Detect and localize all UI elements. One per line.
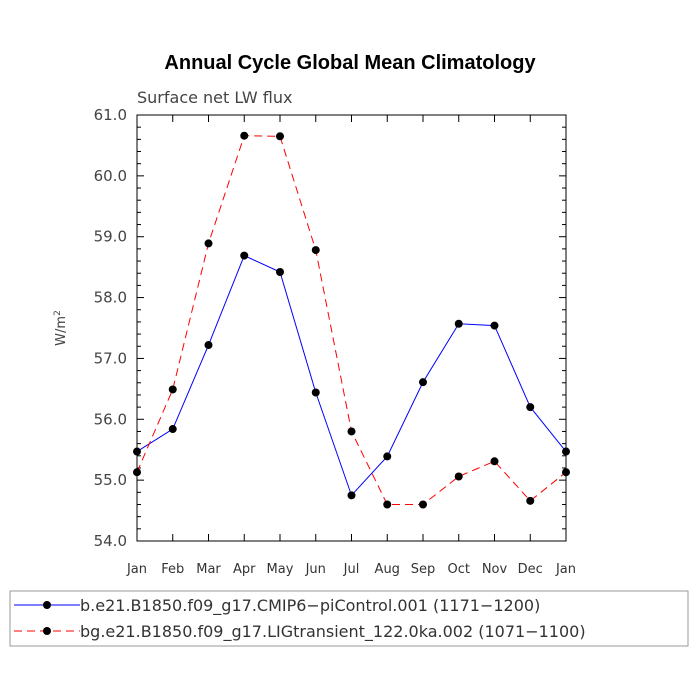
legend-label-1: b.e21.B1850.f09_g17.CMIP6−piControl.001 … [80, 596, 540, 616]
x-tick-label: Apr [233, 562, 256, 577]
series-line-1 [136, 254, 567, 497]
data-point-1 [383, 452, 392, 461]
data-point-2 [490, 457, 499, 466]
data-point-1 [240, 251, 249, 260]
data-point-2 [168, 385, 177, 394]
data-point-1 [526, 403, 535, 412]
x-tick-label: May [267, 562, 294, 577]
data-point-1 [168, 425, 177, 434]
chart-subtitle: Surface net LW flux [137, 88, 292, 107]
data-point-2 [133, 468, 141, 477]
data-point-2 [383, 500, 392, 509]
x-axis-ticks: Jan Feb Mar Apr May Jun Jul Aug Sep Oct Nov Dec Jan [126, 115, 576, 577]
data-point-2 [454, 472, 463, 481]
y-tick-label: 58.0 [94, 289, 127, 307]
y-tick-label: 54.0 [94, 532, 127, 550]
legend-marker-1 [43, 601, 51, 609]
data-point-2 [526, 496, 535, 505]
data-point-2 [419, 500, 427, 509]
y-axis-label: W/m2 [53, 310, 69, 346]
legend-marker-2 [43, 627, 51, 635]
x-tick-label: Oct [448, 562, 470, 577]
data-point-1 [311, 388, 320, 397]
y-tick-label: 55.0 [94, 471, 127, 489]
data-point-1 [347, 491, 356, 500]
y-tick-label: 56.0 [94, 410, 127, 428]
y-tick-label: 59.0 [94, 228, 127, 246]
data-point-1 [562, 447, 570, 456]
data-point-1 [419, 378, 427, 387]
data-point-2 [276, 132, 284, 141]
x-tick-label: Jan [126, 562, 147, 577]
x-tick-label: Dec [518, 562, 543, 577]
legend: b.e21.B1850.f09_g17.CMIP6−piControl.001 … [14, 596, 586, 642]
x-tick-label: Jan [555, 562, 576, 577]
data-point-1 [133, 447, 141, 456]
series-layer [133, 131, 570, 509]
data-point-1 [454, 319, 463, 328]
x-tick-label: Feb [161, 562, 184, 577]
data-point-1 [204, 341, 213, 350]
plot-frame [136, 114, 567, 542]
data-point-2 [204, 239, 213, 248]
y-tick-label: 61.0 [94, 106, 127, 124]
x-tick-label: Aug [375, 562, 400, 577]
legend-label-2: bg.e21.B1850.f09_g17.LIGtransient_122.0k… [80, 622, 586, 642]
data-point-2 [240, 131, 249, 140]
x-tick-label: Jul [343, 562, 360, 577]
x-tick-label: Nov [482, 562, 508, 577]
data-point-2 [347, 427, 356, 436]
y-axis-ticks: 54.0 55.0 56.0 57.0 58.0 59.0 60.0 61.0 [94, 106, 566, 550]
data-point-2 [311, 246, 320, 255]
x-tick-label: Mar [196, 562, 221, 577]
chart-title: Annual Cycle Global Mean Climatology [164, 52, 536, 74]
x-tick-label: Sep [411, 562, 436, 577]
data-point-1 [276, 268, 284, 277]
y-tick-label: 60.0 [94, 167, 127, 185]
data-point-1 [490, 321, 499, 330]
data-point-2 [562, 468, 570, 477]
series-line-2 [136, 135, 567, 505]
x-tick-label: Jun [305, 562, 326, 577]
legend-box [9, 590, 689, 647]
y-tick-label: 57.0 [94, 349, 127, 367]
